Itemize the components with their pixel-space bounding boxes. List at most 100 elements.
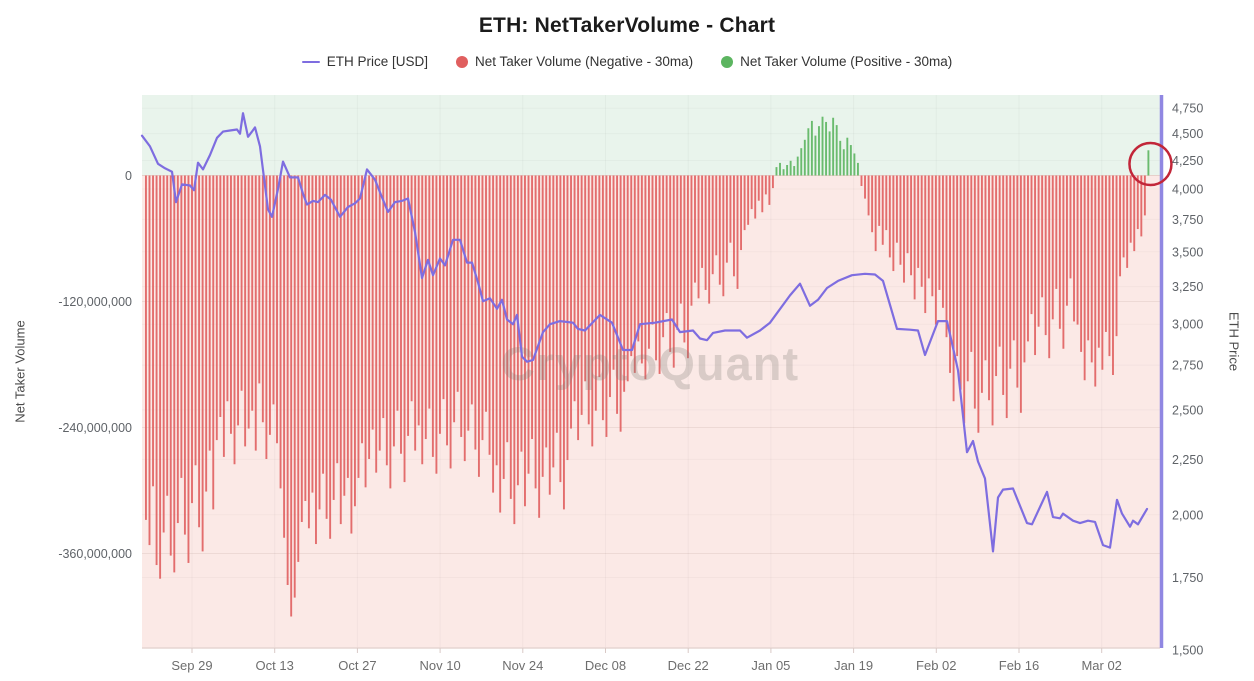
x-axis-tick: Feb 02 <box>916 658 956 673</box>
x-axis-tick: Sep 29 <box>171 658 212 673</box>
axis-tick-labels: 0 -120,000,000 -240,000,000 -360,000,000 4,7… <box>58 102 1203 673</box>
negative-volume-bar <box>555 175 558 433</box>
positive-volume-bar <box>796 156 799 176</box>
legend-item-negative-volume[interactable]: Net Taker Volume (Negative - 30ma) <box>456 54 693 69</box>
negative-volume-bar <box>509 175 512 499</box>
negative-volume-bar <box>173 175 176 573</box>
positive-volume-bar <box>810 120 813 176</box>
negative-volume-bar <box>463 175 466 462</box>
negative-volume-bar <box>630 175 633 357</box>
negative-volume-bar <box>357 175 360 478</box>
negative-volume-bar <box>1058 175 1061 329</box>
negative-volume-bar <box>506 175 509 443</box>
negative-volume-bar <box>329 175 332 539</box>
negative-volume-bar <box>414 175 417 451</box>
positive-volume-bar <box>849 145 852 176</box>
negative-volume-bar <box>1104 175 1107 332</box>
negative-volume-bar <box>1065 175 1068 306</box>
positive-volume-bar <box>839 140 842 176</box>
negative-volume-bar <box>431 175 434 457</box>
negative-volume-bar <box>984 175 987 361</box>
negative-volume-bar <box>485 175 487 412</box>
negative-volume-bar <box>531 175 534 440</box>
right-axis-tick: 4,000 <box>1172 183 1203 197</box>
negative-volume-bar <box>1083 175 1086 381</box>
negative-volume-bar <box>1055 175 1058 289</box>
negative-volume-bar <box>1073 175 1075 322</box>
negative-volume-bar <box>293 175 296 598</box>
x-axis-tick: Jan 19 <box>834 658 873 673</box>
right-axis-tick: 3,750 <box>1172 213 1203 227</box>
negative-volume-bar <box>460 175 463 437</box>
negative-volume-bar <box>233 175 236 465</box>
negative-volume-bar <box>729 175 732 243</box>
negative-volume-bar <box>552 175 555 468</box>
negative-volume-bar <box>584 175 587 382</box>
negative-volume-bar <box>378 175 381 451</box>
negative-volume-bar <box>885 175 888 231</box>
negative-volume-bar <box>187 175 190 563</box>
right-axis-tick: 1,500 <box>1172 644 1203 658</box>
negative-volume-bar <box>573 175 576 402</box>
right-axis-tick: 4,500 <box>1172 127 1203 141</box>
legend-label: Net Taker Volume (Negative - 30ma) <box>475 54 694 69</box>
negative-volume-bar <box>332 175 335 500</box>
negative-volume-bar <box>562 175 565 510</box>
positive-volume-bar <box>789 160 792 176</box>
negative-volume-bar <box>1080 175 1083 352</box>
negative-volume-bar <box>711 175 714 275</box>
negative-volume-bar <box>375 175 378 473</box>
x-axis-tick: Dec 08 <box>585 658 626 673</box>
negative-volume-bar <box>545 175 548 448</box>
legend-item-positive-volume[interactable]: Net Taker Volume (Positive - 30ma) <box>721 54 952 69</box>
negative-volume-bar <box>382 175 385 419</box>
negative-volume-bar <box>155 175 158 566</box>
negative-volume-bar <box>888 175 891 258</box>
negative-volume-bar <box>180 175 183 478</box>
negative-volume-bar <box>502 175 505 479</box>
legend-item-eth-price[interactable]: ETH Price [USD] <box>301 54 428 69</box>
negative-volume-bar <box>226 175 229 402</box>
left-axis-tick: -120,000,000 <box>58 295 132 309</box>
right-axis-tick: 2,750 <box>1172 359 1203 373</box>
negative-volume-bar <box>963 175 966 424</box>
negative-volume-bar <box>1133 175 1136 252</box>
negative-volume-bar <box>470 175 473 405</box>
negative-volume-bar <box>1034 175 1037 356</box>
negative-volume-bar <box>407 175 410 436</box>
negative-volume-bar <box>159 175 162 579</box>
negative-volume-bar <box>1108 175 1111 357</box>
right-axis-tick: 4,750 <box>1172 102 1203 116</box>
negative-volume-bar <box>176 175 179 524</box>
negative-volume-bar <box>488 175 491 455</box>
negative-volume-bar <box>212 175 215 510</box>
negative-volume-bar <box>205 175 208 492</box>
negative-volume-bar <box>183 175 186 535</box>
negative-volume-bar <box>1005 175 1008 419</box>
x-axis-tick: Nov 24 <box>502 658 543 673</box>
negative-volume-bar <box>594 175 597 411</box>
negative-volume-bar <box>247 175 250 429</box>
negative-volume-bar <box>722 175 725 297</box>
negative-volume-bar <box>1044 175 1047 336</box>
negative-volume-bar <box>1016 175 1019 388</box>
negative-volume-bar <box>417 175 420 426</box>
negative-volume-bar <box>1076 175 1079 325</box>
negative-volume-bar <box>240 175 243 391</box>
negative-volume-bar <box>694 175 696 283</box>
positive-volume-bar <box>786 165 789 176</box>
negative-volume-bar <box>701 175 704 268</box>
negative-volume-bar <box>1119 175 1122 277</box>
negative-volume-bar <box>1115 175 1118 337</box>
negative-volume-bar <box>683 175 686 343</box>
negative-volume-bar <box>927 175 930 279</box>
negative-volume-bar <box>743 175 746 231</box>
negative-volume-bar <box>605 175 608 437</box>
negative-volume-bar <box>548 175 551 495</box>
negative-volume-bar <box>208 175 211 451</box>
x-axis-tick: Oct 27 <box>338 658 376 673</box>
negative-volume-bar <box>690 175 693 306</box>
negative-volume-bar <box>662 175 665 338</box>
negative-volume-bar <box>626 175 629 382</box>
